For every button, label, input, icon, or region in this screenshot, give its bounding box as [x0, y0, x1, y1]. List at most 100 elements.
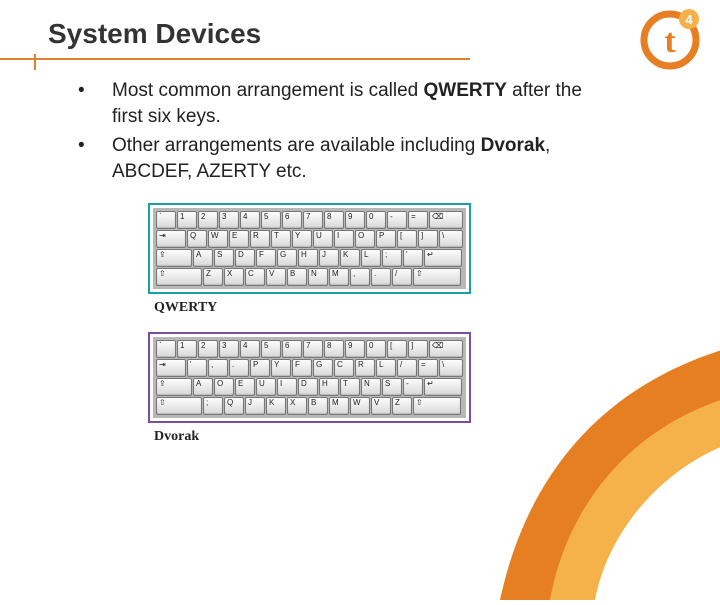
bullet-text-pre: Other arrangements are available includi…	[112, 135, 481, 156]
keyboard-row: ⇧;QJKXBMWVZ⇧	[156, 397, 463, 415]
keyboard-key: K	[266, 397, 286, 415]
keyboard-key: J	[245, 397, 265, 415]
keyboard-key: Q	[187, 230, 207, 248]
keyboard-row: ⇪ASDFGHJKL;'↵	[156, 249, 463, 267]
keyboard-key: ⇪	[156, 378, 192, 396]
keyboard-key: ⇧	[156, 397, 202, 415]
keyboard-key: ↵	[424, 378, 462, 396]
keyboard-row: ⇪AOEUIDHTNS-↵	[156, 378, 463, 396]
keyboard-key: 3	[219, 211, 239, 229]
title-underline	[0, 58, 470, 60]
keyboard-key: W	[208, 230, 228, 248]
keyboard-key: Z	[203, 268, 223, 286]
keyboard-key: S	[214, 249, 234, 267]
title-tick	[34, 54, 36, 70]
keyboard-key: =	[408, 211, 428, 229]
keyboard-key: Z	[392, 397, 412, 415]
keyboard-key: `	[156, 340, 176, 358]
keyboard-key: ;	[203, 397, 223, 415]
keyboard-key: ]	[418, 230, 438, 248]
keyboard-key: [	[387, 340, 407, 358]
keyboard-key: A	[193, 378, 213, 396]
keyboard-key: K	[340, 249, 360, 267]
keyboard-key: U	[313, 230, 333, 248]
keyboard-key: 9	[345, 211, 365, 229]
keyboard-key: .	[371, 268, 391, 286]
bullet-text-bold: QWERTY	[424, 80, 507, 101]
keyboard-key: 0	[366, 340, 386, 358]
keyboard-key: F	[292, 359, 312, 377]
keyboard-section: `1234567890-=⌫⇥QWERTYUIOP[]\⇪ASDFGHJKL;'…	[148, 203, 600, 445]
keyboard-key: I	[334, 230, 354, 248]
keyboard-key: ⌫	[429, 340, 463, 358]
keyboard-key: `	[156, 211, 176, 229]
keyboard-key: Y	[271, 359, 291, 377]
keyboard-key: R	[355, 359, 375, 377]
keyboard-key: 8	[324, 340, 344, 358]
keyboard-key: ⇥	[156, 230, 186, 248]
keyboard-key: .	[229, 359, 249, 377]
keyboard-row: `1234567890-=⌫	[156, 211, 463, 229]
keyboard-key: ⇥	[156, 359, 186, 377]
keyboard-key: \	[439, 230, 463, 248]
slide-root: System Devices t 4 Most common arrangeme…	[0, 0, 720, 540]
keyboard-key: 1	[177, 211, 197, 229]
keyboard-key: \	[439, 359, 463, 377]
keyboard-key: U	[256, 378, 276, 396]
keyboard-key: /	[392, 268, 412, 286]
keyboard-key: ]	[408, 340, 428, 358]
keyboard-key: R	[250, 230, 270, 248]
bullet-list: Most common arrangement is called QWERTY…	[70, 78, 600, 185]
keyboard-key: 3	[219, 340, 239, 358]
keyboard-key: G	[277, 249, 297, 267]
keyboard-diagram: `1234567890[]⌫⇥',.PYFGCRL/=\⇪AOEUIDHTNS-…	[153, 337, 466, 418]
keyboard-row: ⇥',.PYFGCRL/=\	[156, 359, 463, 377]
keyboard-key: Q	[224, 397, 244, 415]
keyboard-key: 7	[303, 340, 323, 358]
keyboard-key: ⇧	[413, 268, 461, 286]
keyboard-key: 2	[198, 211, 218, 229]
title-bar: System Devices	[0, 18, 720, 66]
keyboard-key: N	[308, 268, 328, 286]
keyboard-key: N	[361, 378, 381, 396]
keyboard-key: 6	[282, 211, 302, 229]
keyboard-key: ⇧	[413, 397, 461, 415]
keyboard-key: O	[355, 230, 375, 248]
keyboard-key: ⇪	[156, 249, 192, 267]
keyboard-key: 5	[261, 211, 281, 229]
keyboard-key: C	[245, 268, 265, 286]
keyboard-key: T	[340, 378, 360, 396]
keyboard-key: M	[329, 397, 349, 415]
keyboard-key: ⌫	[429, 211, 463, 229]
keyboard-key: '	[187, 359, 207, 377]
keyboard-key: ,	[208, 359, 228, 377]
keyboard-key: 2	[198, 340, 218, 358]
keyboard-key: X	[224, 268, 244, 286]
keyboard-key: A	[193, 249, 213, 267]
keyboard-key: 6	[282, 340, 302, 358]
keyboard-caption: QWERTY	[154, 300, 600, 316]
keyboard-key: H	[319, 378, 339, 396]
keyboard-key: P	[376, 230, 396, 248]
keyboard-frame: `1234567890-=⌫⇥QWERTYUIOP[]\⇪ASDFGHJKL;'…	[148, 203, 471, 294]
keyboard-key: V	[266, 268, 286, 286]
keyboard-key: O	[214, 378, 234, 396]
keyboard-key: L	[376, 359, 396, 377]
keyboard-key: -	[403, 378, 423, 396]
keyboard-key: 5	[261, 340, 281, 358]
keyboard-key: ;	[382, 249, 402, 267]
logo: t 4	[638, 6, 702, 70]
keyboard-key: F	[256, 249, 276, 267]
keyboard-caption: Dvorak	[154, 429, 600, 445]
keyboard-key: 9	[345, 340, 365, 358]
keyboard-key: T	[271, 230, 291, 248]
keyboard-key: C	[334, 359, 354, 377]
keyboard-key: S	[382, 378, 402, 396]
keyboard-key: D	[235, 249, 255, 267]
keyboard-key: 1	[177, 340, 197, 358]
keyboard-key: P	[250, 359, 270, 377]
bullet-text-bold: Dvorak	[481, 135, 545, 156]
keyboard-key: ⇧	[156, 268, 202, 286]
keyboard-key: -	[387, 211, 407, 229]
keyboard-key: V	[371, 397, 391, 415]
